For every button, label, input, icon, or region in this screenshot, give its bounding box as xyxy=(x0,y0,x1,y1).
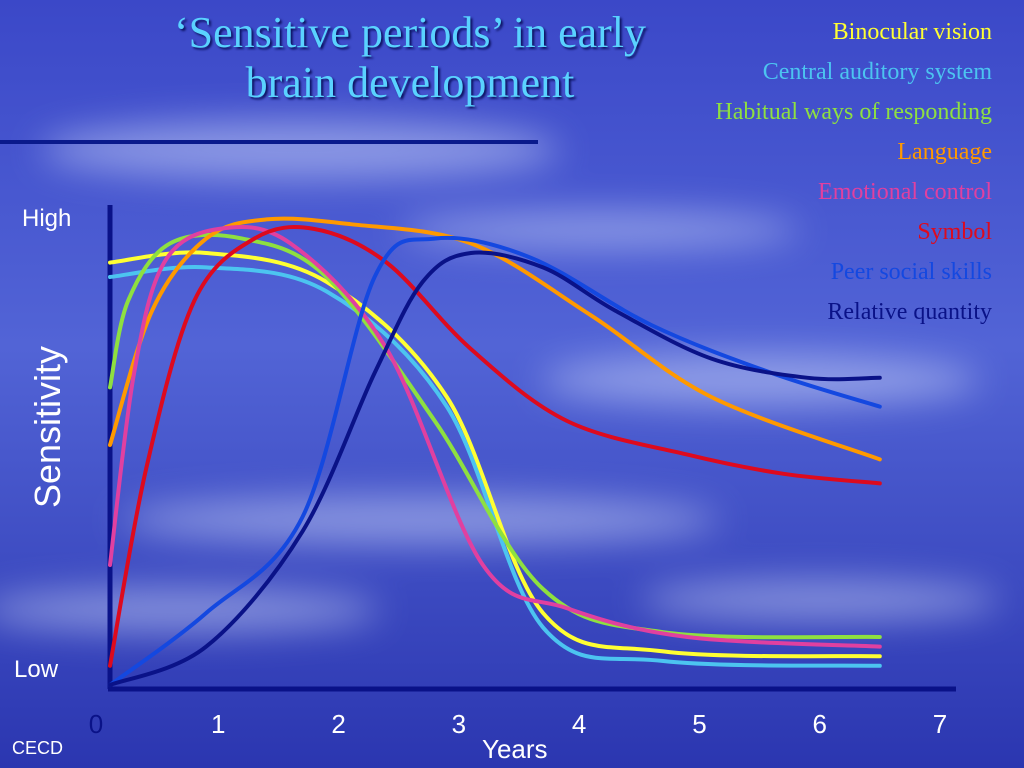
x-tick-label-0: 0 xyxy=(89,709,103,739)
series-line-binocular-vision xyxy=(108,250,882,659)
title-line-2: brain development xyxy=(245,58,575,107)
x-tick-label-7: 7 xyxy=(933,709,947,739)
legend-item-binocular-vision: Binocular vision xyxy=(832,19,992,45)
title-line-1: ‘Sensitive periods’ in early xyxy=(173,8,647,57)
series-line-symbol xyxy=(108,225,882,668)
legend-item-central-auditory-system: Central auditory system xyxy=(762,59,992,85)
x-tick-label-1: 1 xyxy=(211,709,225,739)
legend-item-symbol: Symbol xyxy=(917,219,992,245)
series-line-central-auditory-system xyxy=(108,265,882,668)
chart-legend: Binocular vision Central auditory system H… xyxy=(715,12,992,332)
slide-title: ‘Sensitive periods’ in early brain devel… xyxy=(110,8,710,108)
credit-text: CECD xyxy=(12,738,64,758)
x-tick-label-6: 6 xyxy=(812,709,826,739)
x-tick-label-5: 5 xyxy=(692,709,706,739)
legend-item-peer-social-skills: Peer social skills xyxy=(830,259,992,285)
series-line-habitual-ways-of-responding xyxy=(108,232,882,640)
title-underline xyxy=(0,140,538,144)
y-label-low: Low xyxy=(14,656,59,683)
series-line-peer-social-skills xyxy=(108,235,882,687)
x-tick-label-3: 3 xyxy=(452,709,466,739)
legend-item-emotional-control: Emotional control xyxy=(818,179,992,205)
series-line-emotional-control xyxy=(108,224,882,649)
x-axis-title: Years xyxy=(482,734,548,764)
legend-item-habitual-ways-of-responding: Habitual ways of responding xyxy=(715,99,992,125)
series-line-relative-quantity xyxy=(108,250,882,687)
y-label-high: High xyxy=(22,205,72,232)
series-line-language xyxy=(108,216,882,462)
legend-item-language: Language xyxy=(897,139,992,165)
x-tick-label-4: 4 xyxy=(572,709,586,739)
x-tick-label-2: 2 xyxy=(331,709,345,739)
legend-item-relative-quantity: Relative quantity xyxy=(827,299,992,325)
